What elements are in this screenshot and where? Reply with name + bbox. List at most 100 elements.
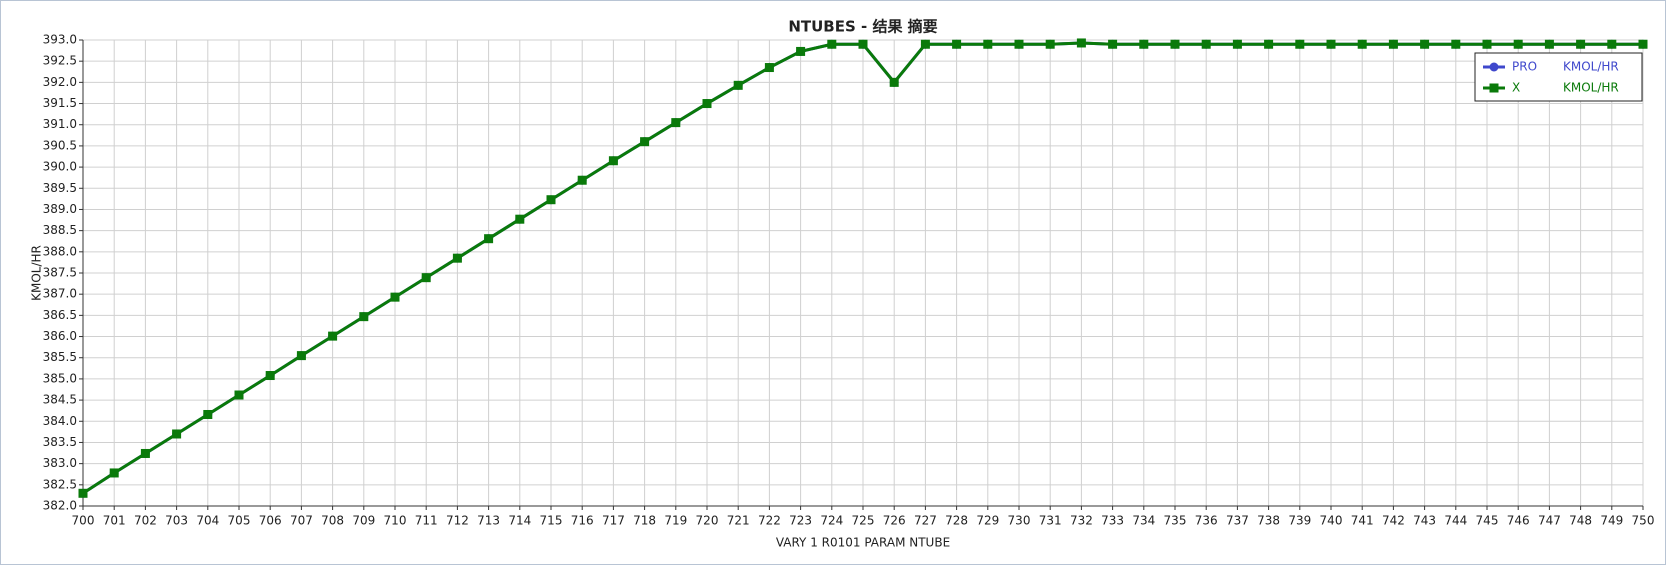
x-tick-label: 740 xyxy=(1320,514,1343,528)
data-point xyxy=(359,312,369,322)
y-tick-label: 392.0 xyxy=(43,75,77,89)
x-tick-label: 738 xyxy=(1257,514,1280,528)
x-tick-label: 723 xyxy=(789,514,812,528)
data-point xyxy=(796,46,806,56)
y-tick-label: 389.5 xyxy=(43,181,77,195)
data-point xyxy=(1607,39,1617,49)
data-point xyxy=(452,253,462,263)
x-tick-label: 716 xyxy=(571,514,594,528)
x-tick-label: 750 xyxy=(1632,514,1655,528)
data-point xyxy=(1451,39,1461,49)
x-tick-label: 721 xyxy=(727,514,750,528)
legend-box xyxy=(1474,52,1643,102)
x-tick-label: 702 xyxy=(134,514,157,528)
y-tick-label: 382.5 xyxy=(43,477,77,491)
y-tick-label: 387.5 xyxy=(43,266,77,280)
data-point xyxy=(484,234,494,244)
data-point xyxy=(1513,39,1523,49)
y-tick-label: 391.5 xyxy=(43,96,77,110)
data-point xyxy=(827,39,837,49)
x-tick-label: 724 xyxy=(820,514,843,528)
y-tick-label: 385.0 xyxy=(43,371,77,385)
x-tick-label: 736 xyxy=(1195,514,1218,528)
x-tick-label: 735 xyxy=(1164,514,1187,528)
x-tick-label: 741 xyxy=(1351,514,1374,528)
x-tick-label: 715 xyxy=(540,514,563,528)
x-tick-label: 727 xyxy=(914,514,937,528)
y-tick-label: 393.0 xyxy=(43,33,77,47)
y-tick-label: 386.0 xyxy=(43,329,77,343)
x-tick-label: 718 xyxy=(633,514,656,528)
y-tick-label: 392.5 xyxy=(43,54,77,68)
y-tick-label: 382.0 xyxy=(43,499,77,513)
data-point xyxy=(889,77,899,87)
x-tick-label: 711 xyxy=(415,514,438,528)
x-tick-label: 710 xyxy=(384,514,407,528)
legend-unit: KMOL/HR xyxy=(1563,60,1619,74)
data-point xyxy=(172,429,182,439)
data-point xyxy=(577,175,587,185)
y-tick-label: 388.5 xyxy=(43,223,77,237)
data-point xyxy=(1108,39,1118,49)
y-tick-label: 390.0 xyxy=(43,160,77,174)
data-point xyxy=(1326,39,1336,49)
y-tick-label: 384.0 xyxy=(43,414,77,428)
data-point xyxy=(1295,39,1305,49)
x-tick-label: 701 xyxy=(103,514,126,528)
y-tick-label: 386.5 xyxy=(43,308,77,322)
data-point xyxy=(1014,39,1024,49)
chart-title: NTUBES - 结果 摘要 xyxy=(788,18,937,36)
x-tick-label: 713 xyxy=(477,514,500,528)
x-tick-label: 722 xyxy=(758,514,781,528)
data-point xyxy=(1576,39,1586,49)
x-tick-label: 725 xyxy=(852,514,875,528)
data-point xyxy=(1170,39,1180,49)
x-tick-label: 737 xyxy=(1226,514,1249,528)
y-tick-label: 391.0 xyxy=(43,117,77,131)
data-point xyxy=(702,99,712,109)
data-point xyxy=(1638,39,1648,49)
x-tick-label: 719 xyxy=(664,514,687,528)
data-point xyxy=(296,351,306,361)
data-point xyxy=(1139,39,1149,49)
x-tick-label: 714 xyxy=(508,514,531,528)
y-tick-label: 390.5 xyxy=(43,138,77,152)
data-point xyxy=(640,137,650,147)
x-tick-label: 742 xyxy=(1382,514,1405,528)
data-point xyxy=(109,468,119,478)
data-point xyxy=(421,273,431,283)
y-tick-label: 389.0 xyxy=(43,202,77,216)
data-point xyxy=(1076,38,1086,48)
data-point xyxy=(764,63,774,73)
data-point xyxy=(546,195,556,205)
data-point xyxy=(78,488,88,498)
data-point xyxy=(265,371,275,381)
y-tick-label: 385.5 xyxy=(43,350,77,364)
x-tick-label: 720 xyxy=(696,514,719,528)
x-tick-label: 745 xyxy=(1476,514,1499,528)
x-tick-label: 732 xyxy=(1070,514,1093,528)
x-tick-label: 700 xyxy=(72,514,95,528)
y-tick-label: 383.0 xyxy=(43,456,77,470)
x-tick-label: 703 xyxy=(165,514,188,528)
x-tick-label: 706 xyxy=(259,514,282,528)
legend-marker xyxy=(1489,83,1499,93)
x-tick-label: 726 xyxy=(883,514,906,528)
x-tick-label: 729 xyxy=(976,514,999,528)
x-tick-label: 730 xyxy=(1008,514,1031,528)
x-axis-label: VARY 1 R0101 PARAM NTUBE xyxy=(776,536,950,550)
data-point xyxy=(1482,39,1492,49)
y-axis-label: KMOL/HR xyxy=(30,245,44,301)
data-point xyxy=(328,331,338,341)
x-tick-label: 744 xyxy=(1444,514,1467,528)
y-tick-label: 384.5 xyxy=(43,393,77,407)
data-point xyxy=(140,448,150,458)
data-point xyxy=(671,118,681,128)
data-point xyxy=(1420,39,1430,49)
data-point xyxy=(1232,39,1242,49)
data-point xyxy=(952,39,962,49)
x-tick-label: 704 xyxy=(196,514,219,528)
